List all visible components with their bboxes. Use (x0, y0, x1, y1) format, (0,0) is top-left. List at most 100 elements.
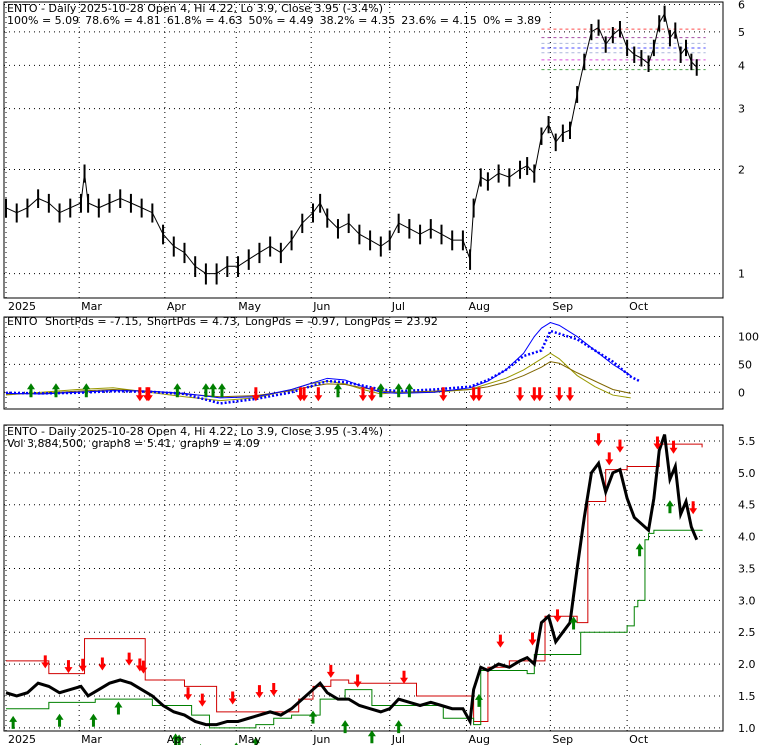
sell-arrow (669, 440, 678, 454)
fib-legend-item: 0% = 3.89 (483, 14, 541, 27)
buy-arrow (234, 742, 238, 745)
x-tick-label: Mar (81, 300, 102, 313)
x-tick-label: Aug (468, 733, 489, 745)
oscillator-legend-item: LongPds = -0.97, (245, 315, 339, 328)
sell-arrow (41, 655, 50, 669)
sell-arrow (251, 387, 260, 402)
sell-arrow (566, 387, 574, 402)
sell-arrow (314, 387, 323, 402)
buy-arrow (405, 383, 414, 398)
y-tick-label: 2.0 (738, 658, 756, 671)
buy-arrow (367, 730, 376, 744)
buy-arrow (394, 720, 403, 734)
x-tick-label: Jun (312, 300, 330, 313)
stop-legend-item: graph8 = 5.41, (91, 437, 174, 450)
y-tick-label: 0 (738, 386, 745, 399)
y-tick-label: 2 (738, 163, 745, 176)
sell-arrow (535, 387, 544, 402)
sell-arrow (400, 670, 409, 684)
panel-oscillator-title: ENTO (7, 315, 38, 328)
y-tick-label: 5.5 (738, 435, 756, 448)
buy-arrow (82, 383, 91, 398)
sell-arrow (300, 387, 309, 402)
buy-arrow (217, 383, 226, 398)
sell-arrow (255, 685, 264, 699)
x-tick-label: Jul (391, 733, 405, 745)
buy-arrow (114, 701, 123, 715)
fib-legend-item: 78.6% = 4.81 (85, 14, 161, 27)
y-tick-label: 3.5 (738, 562, 756, 575)
y-tick-label: 50 (738, 358, 752, 371)
y-tick-label: 5.0 (738, 467, 756, 480)
sell-arrow (326, 664, 335, 678)
buy-arrow (89, 713, 98, 727)
x-tick-label: Sep (552, 733, 573, 745)
y-tick-label: 1 (738, 268, 745, 281)
panel-oscillator-yticks: 0 50 100 (738, 331, 759, 400)
panel-price-fib-legend: 100% = 5.09 78.6% = 4.81 61.8% = 4.63 50% =… (7, 14, 541, 27)
x-tick-label: Jul (391, 300, 405, 313)
x-tick-label: Oct (629, 300, 649, 313)
y-tick-label: 6 (738, 0, 745, 11)
sell-arrow (653, 436, 662, 450)
price-line (5, 12, 698, 275)
fib-legend-item: 38.2% = 4.35 (320, 14, 396, 27)
sell-arrow (496, 634, 505, 648)
fib-legend-item: 100% = 5.09 (7, 14, 79, 27)
buy-arrow (51, 383, 60, 398)
buy-arrow (175, 734, 184, 745)
fib-legend-item: 23.6% = 4.15 (401, 14, 477, 27)
y-tick-label: 1.5 (738, 690, 756, 703)
sell-arrow (367, 387, 376, 402)
sell-arrow (469, 387, 478, 402)
sell-arrow (98, 657, 107, 671)
oscillator-series-line (5, 329, 641, 405)
sell-arrow (64, 660, 73, 674)
sell-arrow (474, 387, 483, 402)
buy-arrow (171, 733, 180, 745)
sell-arrow (689, 501, 698, 515)
sell-arrow (184, 687, 193, 701)
buy-arrow (55, 713, 64, 727)
sell-arrow (615, 439, 624, 453)
buy-arrow (569, 616, 578, 630)
x-tick-label: Mar (81, 733, 102, 745)
x-tick-label: Jun (312, 733, 330, 745)
y-tick-label: 4.5 (738, 499, 756, 512)
sell-arrow (605, 452, 614, 466)
panel-oscillator-legend: ShortPds = -7.15, ShortPds = 4.73, LongPds… (45, 315, 438, 328)
buy-arrow (26, 383, 35, 398)
x-tick-label: Aug (468, 300, 489, 313)
panel-price-fib-title: ENTO - Daily 2025-10-28 Open 4, Hi 4.22,… (7, 2, 383, 15)
sell-arrow (555, 387, 564, 402)
sell-arrow (269, 682, 278, 696)
y-tick-label: 1.0 (738, 722, 756, 735)
sell-arrow (228, 691, 237, 705)
panel-price-stop-title: ENTO - Daily 2025-10-28 Open 4, Hi 4.22,… (7, 425, 383, 438)
x-tick-label: Oct (629, 733, 649, 745)
fib-legend-item: 50% = 4.49 (248, 14, 313, 27)
sell-arrow (528, 632, 537, 646)
sell-arrow (78, 658, 87, 672)
stop-line-graph9 (6, 529, 703, 729)
buy-arrow (635, 543, 644, 557)
panel-price-stop-yticks: 1.0 1.5 2.0 2.5 3.0 3.5 4.0 4.5 5.0 5.5 (738, 435, 756, 735)
y-tick-label: 100 (738, 331, 759, 344)
y-tick-label: 3.0 (738, 594, 756, 607)
panel-oscillator-arrows (26, 383, 574, 402)
buy-arrow (173, 383, 182, 398)
buy-arrow (394, 383, 403, 398)
panel-oscillator-grid (4, 317, 723, 409)
sell-arrow (516, 387, 525, 402)
panel-price-fib-yticks: 1 2 3 4 5 6 (738, 0, 745, 281)
oscillator-legend-item: ShortPds = -7.15, (45, 315, 142, 328)
buy-arrow (341, 720, 350, 734)
stop-legend-item: Vol 3,884,500, (7, 437, 86, 450)
buy-arrow (474, 693, 483, 707)
panel-price-stop-xticks: 2025 Mar Apr May Jun Jul Aug Sep Oct (8, 733, 649, 745)
panel-price-stop-arrows (9, 433, 698, 745)
x-tick-label: Sep (552, 300, 573, 313)
sell-arrow (135, 387, 144, 402)
panel-price-fib-frame (3, 1, 724, 299)
panel-price-stop: 1.0 1.5 2.0 2.5 3.0 3.5 4.0 4.5 5.0 5.5 2025 Mar Ap… (3, 424, 756, 745)
